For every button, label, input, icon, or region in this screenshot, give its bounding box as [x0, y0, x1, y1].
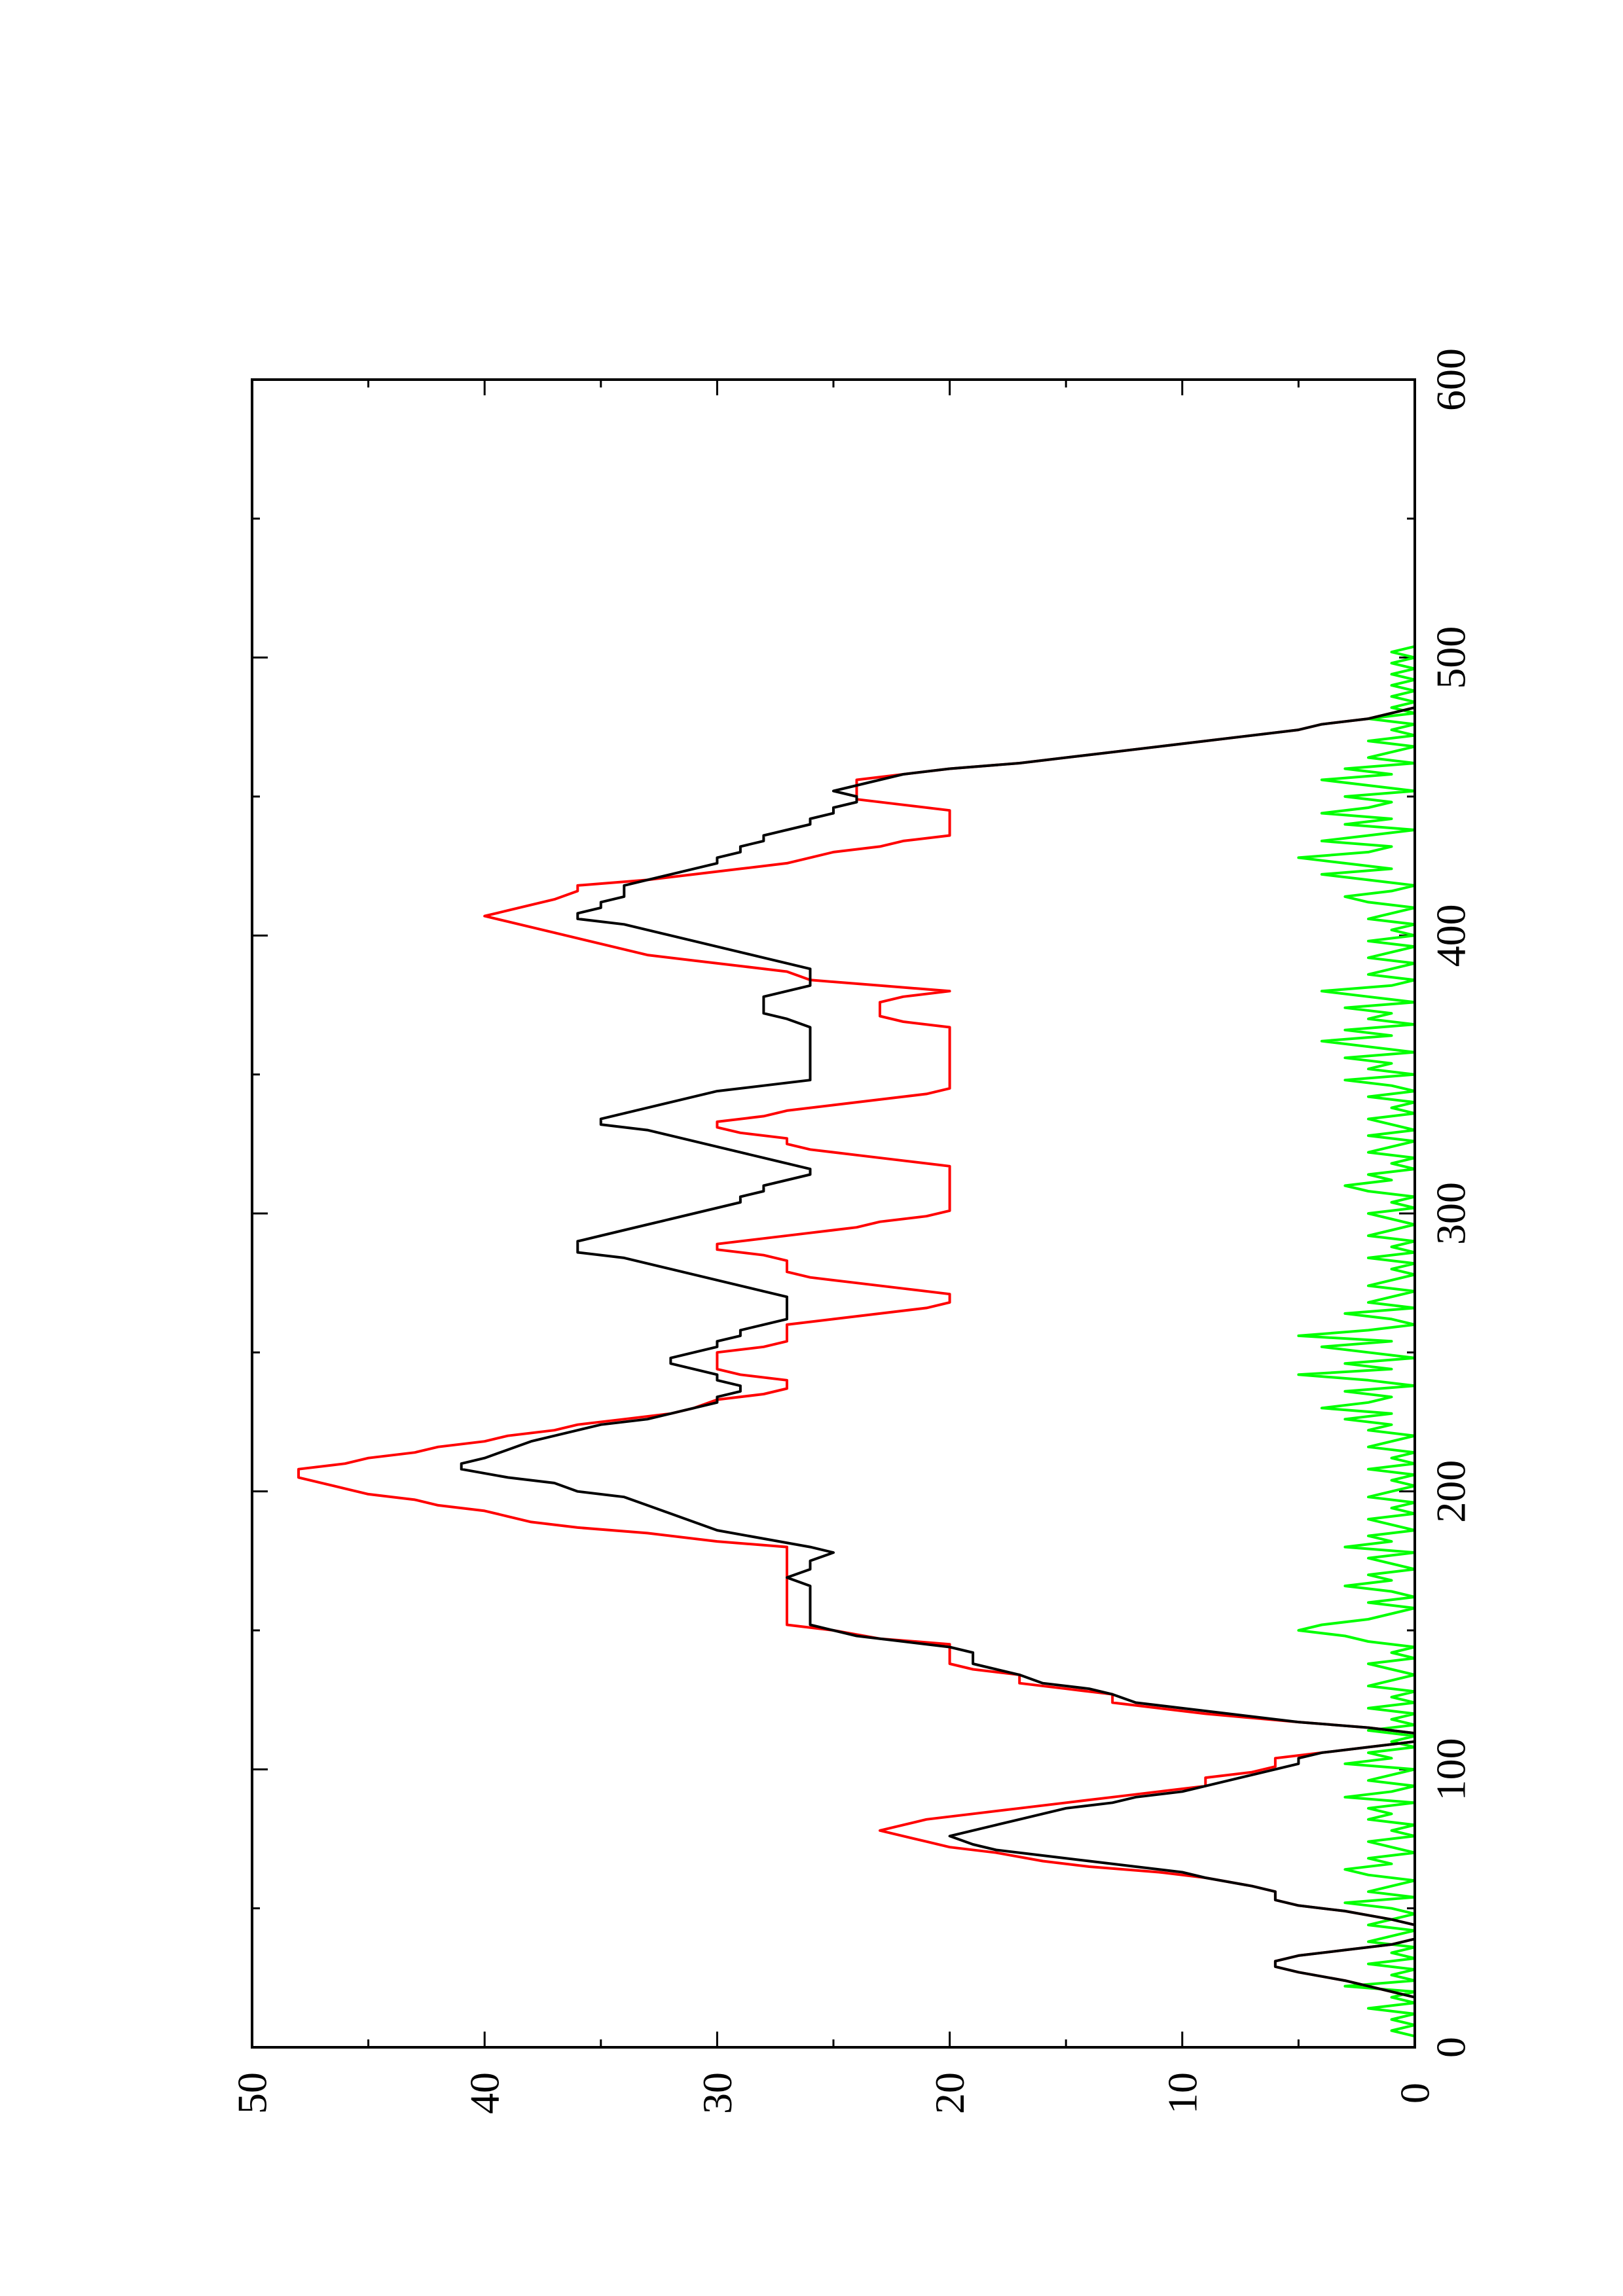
- y-tick-label: 10: [1159, 2072, 1205, 2114]
- x-tick-label: 600: [1428, 348, 1474, 411]
- series-line-00ff00: [1297, 645, 1416, 2037]
- tick-labels: 0 100 200 300 400 500 600 0 10 20 30 40 50: [229, 348, 1474, 2114]
- x-tick-label: 500: [1428, 626, 1474, 689]
- plot-frame: [251, 378, 1416, 2049]
- x-tick-label: 200: [1428, 1460, 1474, 1523]
- x-tick-label: 100: [1428, 1738, 1474, 1801]
- y-tick-label: 0: [1392, 2083, 1438, 2104]
- series-line-ff0000: [297, 691, 1416, 2047]
- y-tick-label: 30: [694, 2072, 740, 2114]
- y-tick-label: 20: [926, 2072, 973, 2114]
- x-tick-label: 0: [1428, 2037, 1474, 2058]
- x-tick-label: 400: [1428, 904, 1474, 967]
- series-layer: [297, 645, 1416, 2047]
- y-tick-label: 50: [229, 2072, 276, 2114]
- y-tick-label: 40: [462, 2072, 508, 2114]
- series-line-000000: [460, 691, 1416, 2047]
- x-tick-label: 300: [1428, 1182, 1474, 1245]
